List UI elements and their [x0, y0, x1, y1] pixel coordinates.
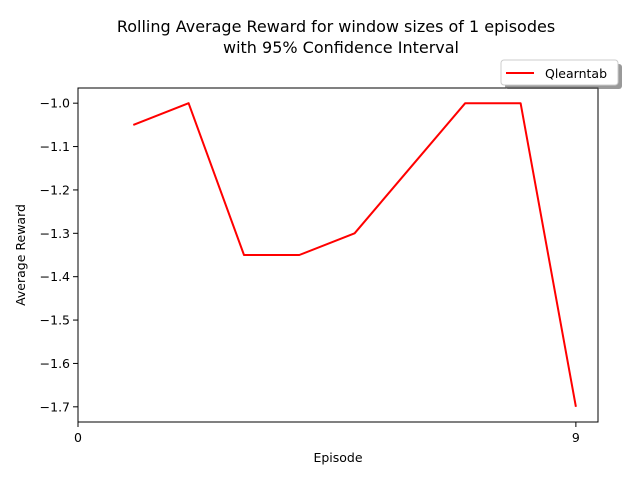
- y-tick-label: −1.5: [40, 313, 70, 328]
- x-axis-label: Episode: [313, 450, 362, 465]
- y-tick-label: −1.4: [40, 269, 70, 284]
- y-tick-label: −1.3: [40, 226, 70, 241]
- series-layer: [132, 102, 577, 407]
- series-line-qlearntab: [132, 102, 577, 407]
- legend-entry-qlearntab: Qlearntab: [545, 66, 607, 81]
- plot-frame: [77, 87, 599, 423]
- legend: Qlearntab: [500, 59, 622, 89]
- y-axis-label: Average Reward: [13, 204, 28, 306]
- y-tick-label: −1.2: [40, 182, 70, 197]
- legend-box: [500, 59, 619, 86]
- x-tick-label: 0: [74, 430, 82, 445]
- chart-title-line1: Rolling Average Reward for window sizes …: [117, 17, 555, 36]
- chart-title-line2: with 95% Confidence Interval: [223, 38, 459, 57]
- y-tick-label: −1.0: [40, 96, 70, 111]
- y-axis: −1.0 −1.1 −1.2 −1.3 −1.4 −1.5 −1.6 −1.7: [40, 96, 78, 414]
- plot-area: [77, 87, 599, 423]
- y-tick-label: −1.6: [40, 356, 70, 371]
- x-tick-label: 9: [572, 430, 580, 445]
- y-tick-label: −1.7: [40, 399, 70, 414]
- y-tick-label: −1.1: [40, 139, 70, 154]
